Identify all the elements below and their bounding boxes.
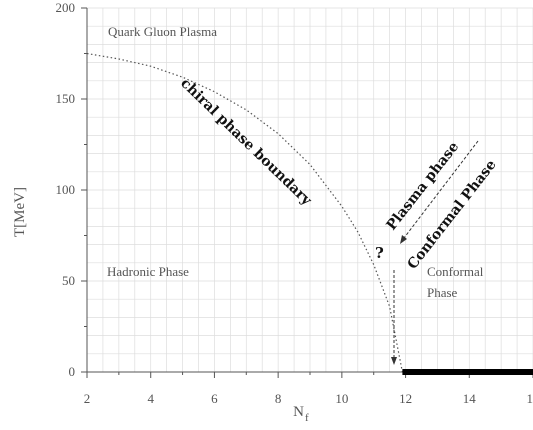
label-conformal-line2: Phase: [427, 285, 458, 300]
y-axis-title: T[MeV]: [12, 187, 28, 237]
x-tick-label: 10: [335, 391, 348, 406]
label-conformal-line1: Conformal: [427, 264, 484, 279]
grid: [86, 7, 533, 373]
x-tick-label: 2: [84, 391, 91, 406]
axes: 0 50 100 150 200 2 4 6 8 10 12 14 16: [56, 0, 533, 406]
arrow-vertical-to-axis: [391, 270, 397, 365]
series: [86, 52, 533, 375]
x-tick-label: 12: [399, 391, 412, 406]
label-question-mark: ?: [375, 244, 384, 262]
x-tick-label: 16: [527, 391, 533, 406]
label-quark-gluon-plasma: Quark Gluon Plasma: [108, 24, 217, 39]
x-tick-label: 8: [275, 391, 282, 406]
y-tick-label: 0: [69, 364, 76, 379]
arrow-plasma-to-question: [400, 140, 479, 244]
y-tick-label: 50: [62, 273, 75, 288]
y-tick-label: 200: [56, 0, 76, 15]
x-axis-title-main: N: [293, 404, 304, 420]
y-tick-label: 150: [56, 91, 76, 106]
x-tick-label: 4: [147, 391, 154, 406]
x-axis-title: N f: [293, 404, 309, 424]
x-axis-title-sub: f: [305, 412, 309, 424]
x-tick-label: 14: [463, 391, 477, 406]
series-chiral-boundary-curve: [86, 52, 403, 373]
y-tick-label: 100: [56, 182, 76, 197]
x-tick-label: 6: [211, 391, 218, 406]
label-hadronic-phase: Hadronic Phase: [107, 264, 189, 279]
